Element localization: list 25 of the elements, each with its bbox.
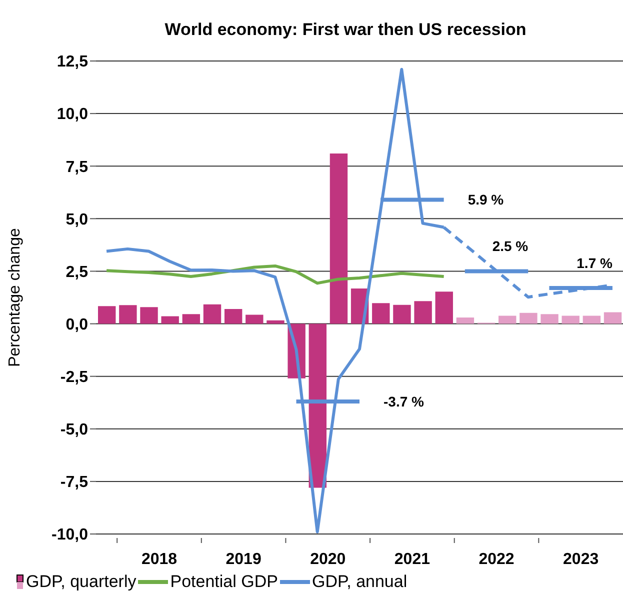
chart-title: World economy: First war then US recession <box>164 19 528 41</box>
x-tick-label: 2022 <box>478 551 514 568</box>
y-tick-label: -10,0 <box>52 526 88 544</box>
y-tick-label: 0,0 <box>66 316 88 334</box>
data-label: 2.5 % <box>492 238 529 254</box>
legend-label: GDP, annual <box>312 572 408 592</box>
legend-label: GDP, quarterly <box>26 572 136 592</box>
data-label: -3.7 % <box>384 394 425 410</box>
y-tick-label: 12,5 <box>56 54 88 71</box>
x-tick-label: 2021 <box>394 551 430 568</box>
x-tick-label: 2019 <box>226 551 262 568</box>
data-label: 5.9 % <box>468 192 504 208</box>
data-label: 1.7 % <box>576 255 613 272</box>
x-tick-label: 2020 <box>310 551 346 568</box>
y-tick-label: 10,0 <box>56 106 88 124</box>
y-tick-label: 5,0 <box>66 211 88 228</box>
y-axis-title: Percentage change <box>6 228 24 367</box>
y-tick-label: 7,5 <box>66 158 88 176</box>
y-tick-label: -5,0 <box>60 422 88 439</box>
x-tick-label: 2023 <box>563 551 599 568</box>
legend-label: Potential GDP <box>170 572 278 592</box>
y-tick-label: -7,5 <box>60 474 88 492</box>
x-tick-label: 2018 <box>141 551 178 568</box>
y-tick-label: -2,5 <box>60 369 88 386</box>
y-tick-label: 2,5 <box>66 264 88 281</box>
